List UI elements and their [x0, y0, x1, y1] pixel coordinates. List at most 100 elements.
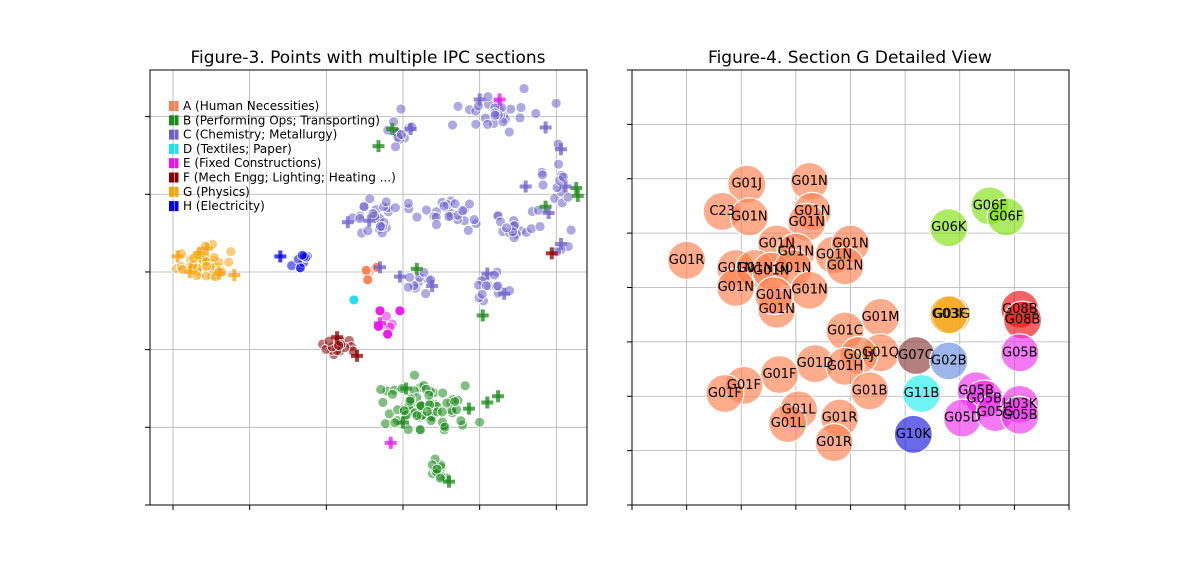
bubble-label: G10K — [896, 427, 932, 442]
figure-3-points — [171, 83, 584, 488]
bubble-label: G01N — [756, 288, 792, 303]
scatter-point-A — [360, 265, 372, 276]
legend-label: H (Electricity) — [183, 199, 265, 213]
legend-entry: C (Chemistry; Metallurgy) — [169, 128, 337, 142]
scatter-point-C — [565, 224, 577, 236]
scatter-point-C — [537, 179, 549, 191]
bubble-G01R — [667, 240, 707, 280]
bubble-label: G01N — [789, 215, 825, 230]
scatter-point-C — [402, 197, 414, 209]
plus-marker-B — [476, 309, 489, 322]
plus-marker-F — [545, 247, 558, 260]
legend-entry: B (Performing Ops; Transporting) — [169, 113, 380, 127]
plus-marker-C — [519, 180, 532, 193]
scatter-point-B — [459, 380, 471, 392]
plus-marker-B — [492, 390, 505, 403]
bubble-G10K — [893, 414, 933, 454]
plus-marker-C — [393, 270, 406, 283]
scatter-point-C — [358, 201, 370, 212]
bubble-G01F — [705, 373, 745, 414]
scatter-point-B — [455, 415, 467, 427]
scatter-point-B — [387, 388, 398, 400]
scatter-point-C — [501, 222, 512, 234]
scatter-point-C — [505, 103, 517, 115]
plus-marker-H — [274, 250, 287, 263]
scatter-point-C — [514, 112, 526, 124]
scatter-point-C — [468, 214, 480, 226]
legend-entry: D (Textiles; Paper) — [169, 142, 292, 156]
scatter-point-C — [518, 83, 530, 95]
plus-marker-E — [374, 317, 386, 330]
scatter-point-C — [438, 200, 450, 212]
bubble-label: G01L — [771, 416, 806, 431]
bubble-G01H — [825, 346, 865, 386]
legend-entry: H (Electricity) — [169, 199, 265, 213]
scatter-point-B — [414, 424, 426, 435]
bubble-label: G01J — [843, 348, 873, 363]
bubble-label: G05B — [1002, 345, 1038, 360]
legend-label: A (Human Necessities) — [183, 99, 319, 113]
legend-swatch-left — [169, 172, 174, 183]
bubble-label: G06K — [931, 220, 967, 235]
scatter-point-C — [411, 211, 423, 223]
bubble-label: G01Q — [862, 345, 899, 360]
scatter-point-B — [449, 396, 461, 408]
plus-marker-C — [539, 121, 552, 134]
scatter-point-C — [390, 141, 401, 153]
bubble-label: G01N — [759, 237, 795, 252]
plus-marker-G — [171, 250, 184, 263]
legend-label: G (Physics) — [183, 185, 250, 199]
plus-marker-E — [384, 436, 397, 449]
bubble-label: G07C — [898, 348, 934, 363]
bubble-label: G01N — [791, 283, 827, 298]
scatter-point-C — [470, 118, 482, 130]
legend-label: E (Fixed Constructions) — [183, 156, 321, 170]
scatter-point-G — [201, 260, 212, 272]
bubble-label: G01N — [791, 174, 827, 189]
figure-3-title: Figure-3. Points with multiple IPC secti… — [190, 48, 545, 68]
scatter-point-G — [208, 252, 220, 263]
plus-marker-B — [462, 402, 475, 415]
bubble-label: H03K — [1002, 397, 1037, 412]
bubble-label: G01N — [737, 261, 773, 276]
bubble-label: G02B — [931, 353, 967, 368]
legend-swatch-left — [169, 143, 174, 154]
bubble-G01F — [759, 354, 800, 395]
plus-marker-F — [331, 331, 344, 344]
bubble-label: G06F — [973, 198, 1007, 213]
scatter-point-B — [421, 406, 433, 417]
scatter-point-A — [362, 274, 374, 286]
bubble-label: G01M — [862, 310, 900, 325]
legend-swatch-left — [169, 115, 174, 126]
scatter-point-B — [398, 405, 410, 417]
bubble-label: G01N — [759, 302, 795, 317]
bubble-label: G01J — [731, 177, 761, 192]
scatter-point-B — [423, 389, 435, 401]
bubble-label: G01H — [827, 359, 863, 374]
scatter-point-C — [396, 129, 407, 140]
plus-marker-C — [481, 267, 494, 280]
scatter-point-B — [439, 421, 451, 433]
legend-swatch-left — [169, 101, 174, 111]
bubble-label: G05B — [1002, 408, 1038, 423]
plus-marker-F — [351, 349, 363, 362]
figure-4-title: Figure-4. Section G Detailed View — [708, 48, 992, 68]
scatter-point-B — [437, 387, 449, 399]
scatter-point-C — [536, 169, 548, 181]
legend-swatch-right — [174, 172, 179, 183]
bubble-label: G01R — [669, 253, 705, 268]
scatter-point-E — [382, 328, 394, 340]
scatter-point-C — [515, 102, 527, 113]
scatter-point-B — [404, 395, 416, 407]
scatter-point-B — [377, 396, 389, 408]
scatter-point-G — [223, 256, 235, 268]
bubble-G06K — [929, 208, 969, 248]
plus-marker-G — [193, 247, 206, 260]
plus-marker-C — [341, 216, 354, 229]
plus-marker-B — [443, 475, 455, 488]
scatter-point-C — [443, 211, 455, 222]
bubble-G01N — [754, 276, 794, 316]
bubble-label: G01D — [797, 356, 834, 371]
legend-label: F (Mech Engg; Lighting; Heating ...) — [183, 171, 396, 185]
